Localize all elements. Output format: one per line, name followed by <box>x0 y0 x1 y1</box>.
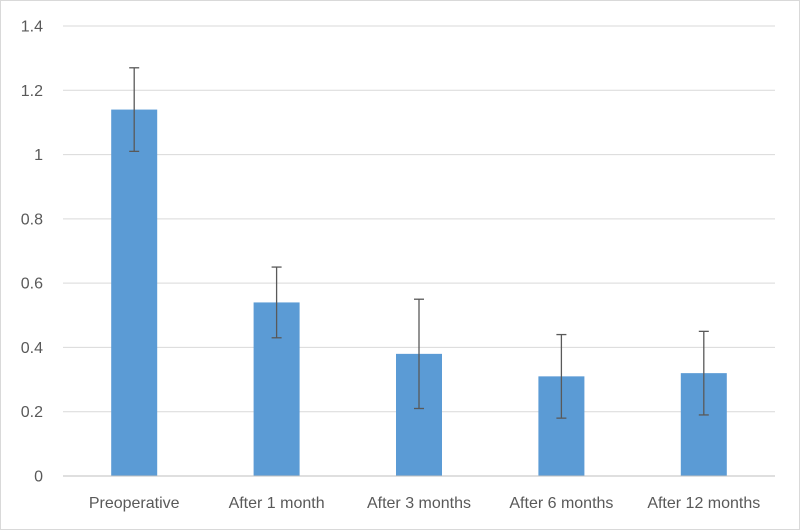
error-bars <box>129 67 709 419</box>
gridlines <box>63 25 775 413</box>
error-bar <box>271 266 282 339</box>
y-tick-label: 1.4 <box>21 19 43 36</box>
bars <box>111 109 727 477</box>
y-axis-tick-labels: 0 0.2 0.4 0.6 0.8 1 1.2 1.4 <box>21 19 43 486</box>
x-category-label: After 12 months <box>647 495 760 512</box>
error-bar <box>698 330 709 416</box>
x-category-label: After 1 month <box>229 495 325 512</box>
x-category-label: After 6 months <box>509 495 613 512</box>
y-tick-label: 0 <box>34 469 43 486</box>
y-tick-label: 1 <box>34 147 43 164</box>
y-tick-label: 0.4 <box>21 340 43 357</box>
x-category-label: After 3 months <box>367 495 471 512</box>
error-bar <box>556 333 567 419</box>
y-tick-label: 0.2 <box>21 404 43 421</box>
bar <box>111 109 158 477</box>
x-category-label: Preoperative <box>89 495 180 512</box>
y-tick-label: 0.6 <box>21 276 43 293</box>
error-bar <box>129 67 140 153</box>
y-tick-label: 1.2 <box>21 83 43 100</box>
x-axis-category-labels: Preoperative After 1 month After 3 months A… <box>89 495 760 512</box>
error-bar <box>414 298 424 410</box>
y-tick-label: 0.8 <box>21 211 43 228</box>
